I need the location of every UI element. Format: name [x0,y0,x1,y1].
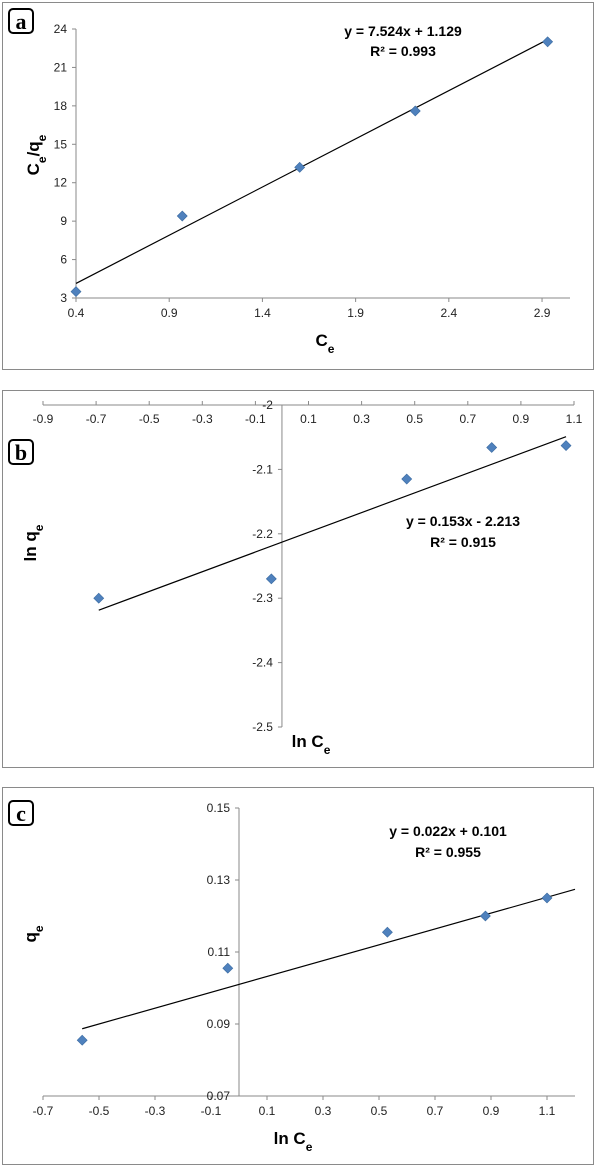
y-axis-title-part: e [35,156,49,163]
x-tick-label: -0.9 [33,412,54,426]
y-axis-title: Ce/qe [24,134,49,175]
y-axis-title-part: /q [24,141,43,156]
y-tick-label: -2.1 [252,462,273,476]
x-tick-label: 1.4 [254,306,271,320]
y-tick-label: 24 [54,22,68,36]
y-tick-label: 15 [54,137,68,151]
y-axis-title-part: ln q [21,531,40,561]
x-tick-label: -0.1 [245,412,266,426]
trendline-equation: y = 0.153x - 2.213 [406,513,520,529]
x-tick-label: -0.5 [139,412,160,426]
data-point [479,910,491,922]
panel-label-b: b [8,439,34,465]
data-point [176,210,188,222]
x-tick-label: -0.1 [201,1104,222,1118]
chart-b: -0.9 -0.7 -0.5 -0.3 -0.1 0.1 0.3 0.5 0.7 0.9 1.1 -2… [21,398,583,757]
data-point [401,473,413,485]
y-tick-label: 0.11 [208,945,231,959]
x-tick-label: -0.3 [192,412,213,426]
chart-panel-a: 0.4 0.9 1.4 1.9 2.4 2.9 3 6 9 12 15 18 21 24 y = 7.524… [2,2,594,370]
x-tick-label: 0.7 [427,1104,444,1118]
r-squared: R² = 0.955 [415,844,481,860]
x-tick-label: 1.1 [566,412,583,426]
trendline [82,888,576,1030]
x-axis-title-part: C [316,331,328,350]
chart-a: 0.4 0.9 1.4 1.9 2.4 2.9 3 6 9 12 15 18 21 24 y = 7.524… [24,22,570,356]
x-tick-label: -0.5 [89,1104,110,1118]
y-tick-label: -2.5 [252,720,273,734]
data-point [381,926,393,938]
data-point [560,440,572,451]
y-tick-label: -2.3 [252,591,273,605]
x-tick-label: 0.5 [406,412,423,426]
panel-label-c: c [8,800,34,826]
x-tick-label: 0.9 [483,1104,500,1118]
data-point [222,962,234,974]
y-axis-title-part: C [24,163,43,175]
x-tick-label: 1.9 [347,306,364,320]
data-point [409,105,421,117]
x-axis-title-part: e [328,342,335,356]
y-tick-label: 0.07 [207,1089,231,1103]
x-tick-label: 2.4 [440,306,457,320]
y-tick-label: 12 [54,176,68,190]
x-tick-label: 0.9 [513,412,530,426]
data-point [294,161,306,173]
x-tick-label: 0.3 [315,1104,332,1118]
chart-c: -0.7 -0.5 -0.3 -0.1 0.1 0.3 0.5 0.7 0.9 1.1 0.07 0.… [21,801,576,1154]
y-axis-title-part: e [35,134,49,141]
y-tick-label: -2.4 [252,656,273,670]
x-axis-title: Ce [316,331,335,356]
x-tick-label: -0.3 [145,1104,166,1118]
y-tick-label: -2 [262,398,273,412]
x-tick-label: 0.4 [68,306,85,320]
y-axis-title-part: q [21,932,40,942]
x-tick-label: 0.3 [353,412,370,426]
x-tick-label: -0.7 [86,412,107,426]
x-tick-label: 0.1 [300,412,317,426]
y-axis-title: ln qe [21,524,46,561]
x-tick-label: 0.7 [459,412,476,426]
trendline-equation: y = 0.022x + 0.101 [389,823,507,839]
data-point [93,592,105,604]
x-tick-label: 0.5 [371,1104,388,1118]
r-squared: R² = 0.993 [370,43,436,59]
trendline [98,436,567,611]
x-tick-label: 1.1 [539,1104,556,1118]
x-axis-title-part: ln C [274,1129,306,1148]
r-squared: R² = 0.915 [430,534,496,550]
data-point [76,1034,88,1046]
x-tick-label: -0.7 [33,1104,54,1118]
y-tick-label: 9 [60,214,67,228]
data-point [542,36,554,48]
x-axis-title-part: ln C [292,732,324,751]
data-point [486,442,498,453]
chart-panel-b: -0.9 -0.7 -0.5 -0.3 -0.1 0.1 0.3 0.5 0.7 0.9 1.1 -2… [2,390,594,768]
y-axis-title-part: e [32,524,46,531]
data-point [70,286,82,298]
x-tick-label: 0.1 [259,1104,276,1118]
x-axis-title-part: e [306,1140,313,1154]
y-axis-title-part: e [32,925,46,932]
y-axis-title: qe [21,925,46,942]
x-tick-label: 2.9 [534,306,551,320]
y-tick-label: 21 [54,60,68,74]
data-point [541,892,553,904]
y-tick-label: -2.2 [252,527,273,541]
y-tick-label: 3 [60,291,67,305]
panel-label-a: a [8,8,34,34]
x-axis-title: ln Ce [292,732,331,757]
x-axis-title: ln Ce [274,1129,313,1154]
x-axis-title-part: e [324,743,331,757]
y-tick-label: 0.09 [207,1017,231,1031]
y-tick-label: 18 [54,99,68,113]
trendline [75,39,548,284]
y-tick-label: 0.13 [207,873,231,887]
chart-panel-c: -0.7 -0.5 -0.3 -0.1 0.1 0.3 0.5 0.7 0.9 1.1 0.07 0.… [2,787,594,1165]
y-tick-label: 0.15 [207,801,231,815]
trendline-equation: y = 7.524x + 1.129 [344,23,462,39]
data-point [265,573,277,585]
y-tick-label: 6 [60,253,67,267]
x-tick-label: 0.9 [161,306,178,320]
